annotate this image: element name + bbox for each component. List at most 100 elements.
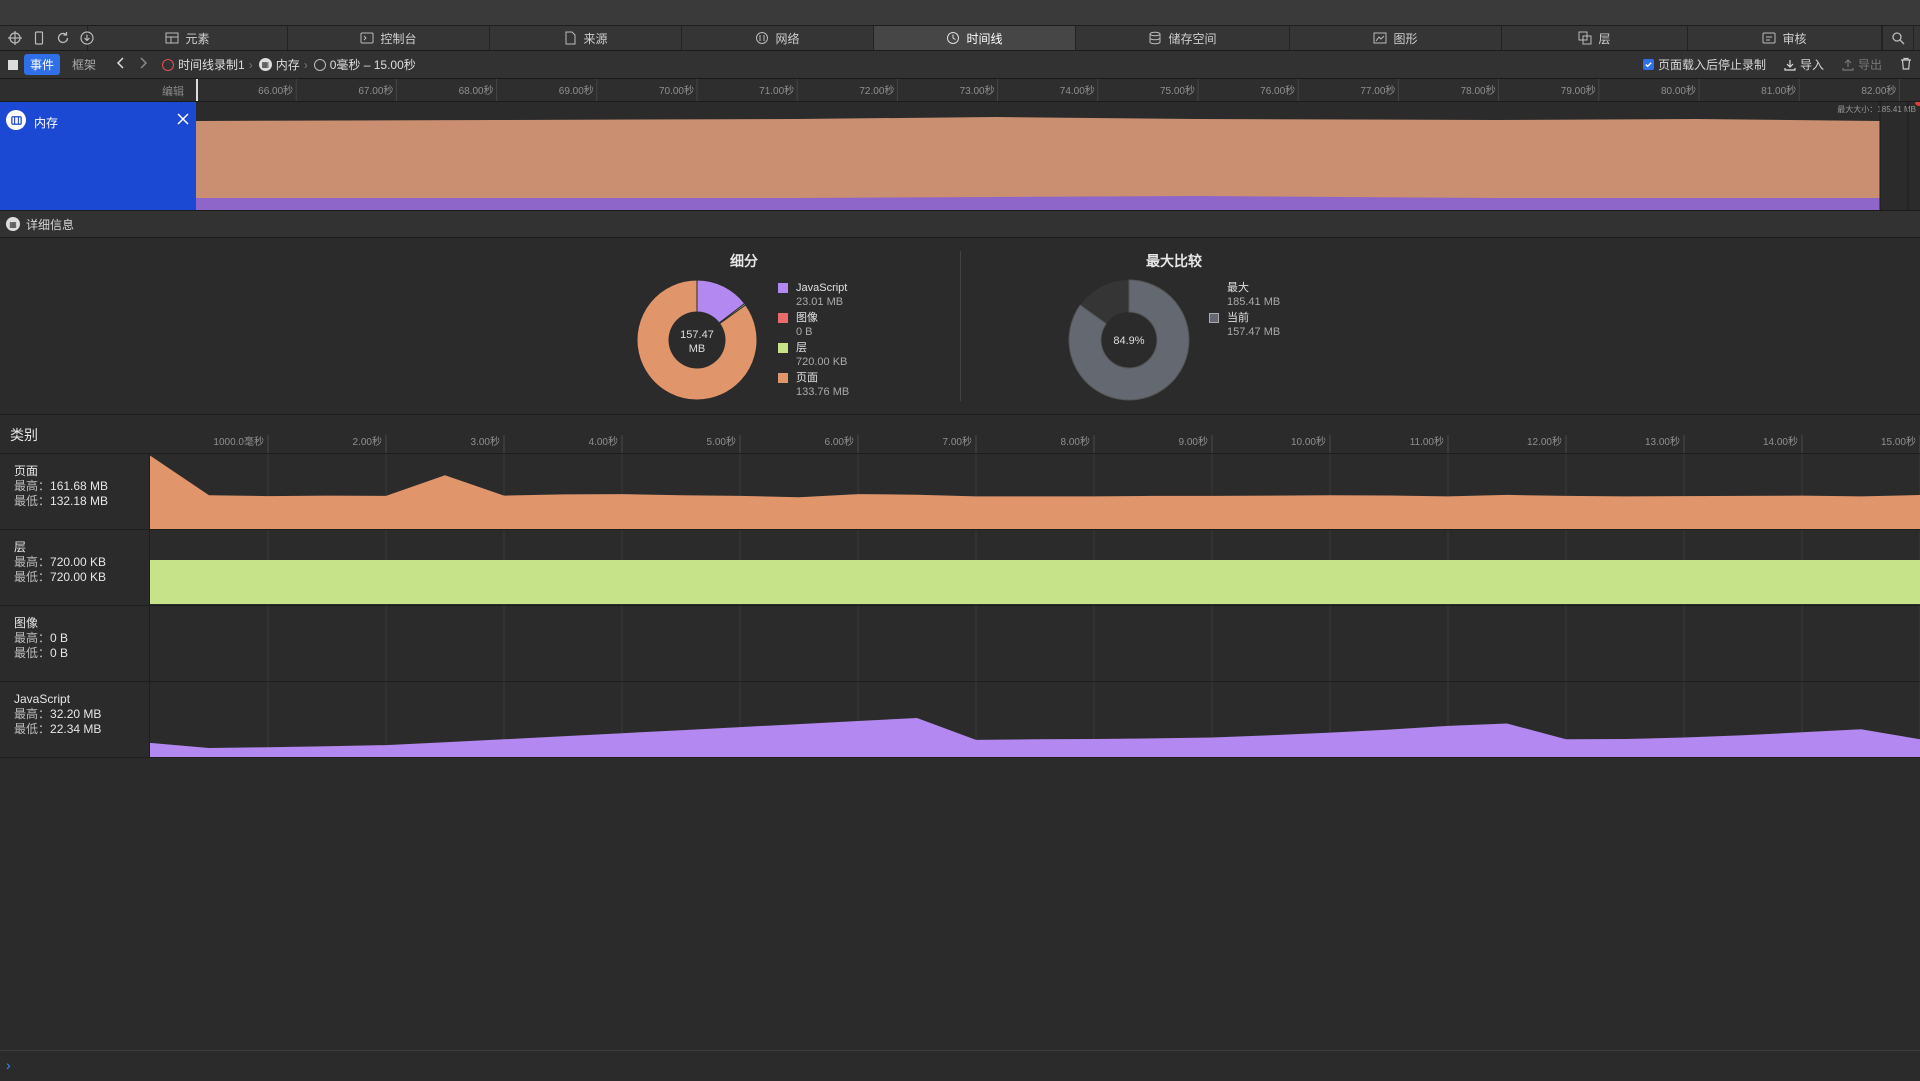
recording-icon xyxy=(162,58,175,71)
breadcrumb-range[interactable]: 0毫秒 – 15.00秒 xyxy=(313,56,416,73)
memory-icon: ▦ xyxy=(258,58,272,71)
layers-icon xyxy=(1578,31,1592,45)
close-icon[interactable] xyxy=(176,112,190,126)
network-icon xyxy=(756,32,769,44)
max-compare-percent: 84.9% xyxy=(1113,335,1144,347)
export-button[interactable]: 导出 xyxy=(1842,56,1882,73)
tab-label: 时间线 xyxy=(966,31,1003,46)
ruler-edit-label[interactable]: 编辑 xyxy=(162,86,184,98)
download-icon[interactable] xyxy=(80,31,94,45)
legend-name: JavaScript xyxy=(796,282,848,294)
tab-label: 控制台 xyxy=(380,31,417,46)
forward-arrow-icon[interactable] xyxy=(138,57,148,72)
tab-label: 图形 xyxy=(1393,31,1418,46)
breadcrumb-separator: › xyxy=(303,57,308,72)
category-min-value: 22.34 MB xyxy=(50,722,102,736)
category-tick-label: 6.00秒 xyxy=(825,435,854,448)
breadcrumb-recording[interactable]: 时间线录制1 › xyxy=(162,56,253,73)
ruler-tick-label: 69.00秒 xyxy=(559,84,594,97)
tab-sources[interactable]: 来源 xyxy=(490,26,682,50)
breakdown-donut-chart: 157.47 MB xyxy=(636,279,758,401)
category-max-key: 最高： xyxy=(14,555,51,569)
legend-swatch xyxy=(778,343,788,353)
category-row: 页面 最高：161.68 MB 最低：132.18 MB xyxy=(0,454,1920,530)
tab-console[interactable]: 控制台 xyxy=(288,26,490,50)
stop-after-load-checkbox[interactable] xyxy=(1642,59,1654,70)
memory-summary: 细分 157.47 MB JavaScript 23.01 MB 图像 0 B 层 720.… xyxy=(0,239,1920,415)
recording-label: 时间线录制1 xyxy=(178,58,245,72)
category-label: 层最高：720.00 KB 最低：720.00 KB xyxy=(0,530,150,605)
console-prompt-bar[interactable]: › xyxy=(0,1050,1920,1081)
category-area xyxy=(150,455,1920,529)
details-title: 详细信息 xyxy=(26,217,75,232)
category-label: 图像 最高：0 B 最低：0 B xyxy=(0,606,150,681)
ruler-start-marker xyxy=(196,79,198,101)
gear-icon[interactable] xyxy=(1913,26,1920,50)
category-max-key: 最高： xyxy=(14,479,51,493)
reload-icon[interactable] xyxy=(56,31,70,45)
memory-track-name: 内存 xyxy=(34,116,59,130)
details-memory-icon: ▦ xyxy=(6,217,20,231)
mode-frames-button[interactable]: 框架 xyxy=(72,58,97,72)
ruler-tick-label: 78.00秒 xyxy=(1461,84,1496,97)
memory-track-header[interactable]: 内存 xyxy=(0,102,196,210)
search-icon[interactable] xyxy=(1882,26,1913,50)
timeline-ruler: 编辑 66.00秒 67.00秒 68.00秒 69.00秒 70.00秒 71.00秒 7… xyxy=(0,79,1920,102)
category-chart xyxy=(267,606,1920,681)
category-min-key: 最低： xyxy=(14,570,51,584)
tab-timeline[interactable]: 时间线 xyxy=(874,26,1076,50)
breakdown-legend-item: 层 720.00 KB xyxy=(778,341,847,369)
ruler-tick-label: 70.00秒 xyxy=(659,84,694,97)
breadcrumb-instrument[interactable]: ▦ 内存 › xyxy=(258,56,308,73)
category-tick-label: 12.00秒 xyxy=(1527,435,1562,448)
stop-after-load-option[interactable]: 页面载入后停止录制 xyxy=(1642,56,1766,73)
legend-name: 页面 xyxy=(796,372,818,384)
graphics-icon xyxy=(1373,32,1387,44)
tab-storage[interactable]: 储存空间 xyxy=(1076,26,1290,50)
legend-current: 当前 157.47 MB xyxy=(1209,311,1280,339)
legend-swatch xyxy=(778,283,788,293)
category-max-value: 32.20 MB xyxy=(50,707,102,721)
legend-max-label: 最大 xyxy=(1227,282,1249,294)
category-min-value: 132.18 MB xyxy=(50,494,109,508)
tabs: 元素 控制台 来源 网络 时间线 储存空间 图形 层 审核 xyxy=(88,26,1882,50)
trash-icon[interactable] xyxy=(1900,57,1912,73)
sources-icon xyxy=(565,31,576,45)
back-arrow-icon[interactable] xyxy=(116,57,126,72)
import-button[interactable]: 导入 xyxy=(1784,56,1824,73)
device-icon[interactable] xyxy=(32,31,46,45)
legend-value: 23.01 MB xyxy=(796,296,844,308)
max-compare-current-arc[interactable] xyxy=(1068,279,1190,401)
category-tick-label: 4.00秒 xyxy=(589,435,618,448)
breakdown-slice[interactable] xyxy=(636,279,758,401)
tab-network[interactable]: 网络 xyxy=(682,26,874,50)
max-compare-donut-chart: 84.9% xyxy=(1068,279,1190,401)
breakdown-legend-item: JavaScript 23.01 MB xyxy=(778,281,848,309)
tab-audit[interactable]: 审核 xyxy=(1688,26,1882,50)
stop-after-load-label: 页面载入后停止录制 xyxy=(1657,58,1766,72)
category-max-value: 0 B xyxy=(50,631,69,645)
tab-elements[interactable]: 元素 xyxy=(88,26,288,50)
category-max-value: 161.68 MB xyxy=(50,479,109,493)
legend-max-value: 185.41 MB xyxy=(1227,296,1281,308)
legend-current-swatch xyxy=(1209,313,1219,323)
category-min-value: 0 B xyxy=(50,646,69,660)
tab-graphics[interactable]: 图形 xyxy=(1290,26,1502,50)
mode-events-button[interactable]: 事件 xyxy=(24,54,61,75)
category-min-value: 720.00 KB xyxy=(50,570,107,584)
stop-recording-button[interactable] xyxy=(8,59,18,70)
tab-layers[interactable]: 层 xyxy=(1502,26,1688,50)
category-tick-label: 7.00秒 xyxy=(943,435,972,448)
category-max-value: 720.00 KB xyxy=(50,555,107,569)
window-titlebar xyxy=(0,0,1920,26)
category-chart xyxy=(150,530,1920,605)
tab-label: 层 xyxy=(1598,31,1611,46)
ruler-tick-label: 72.00秒 xyxy=(859,84,894,97)
storage-icon xyxy=(1149,31,1161,45)
category-tick-label: 8.00秒 xyxy=(1061,435,1090,448)
inspect-target-icon[interactable] xyxy=(8,31,22,45)
ruler-tick-label: 67.00秒 xyxy=(358,84,393,97)
right-tools xyxy=(1882,26,1920,50)
export-icon xyxy=(1842,58,1854,71)
category-label: JavaScript 最高：32.20 MB 最低：22.34 MB xyxy=(0,682,150,757)
